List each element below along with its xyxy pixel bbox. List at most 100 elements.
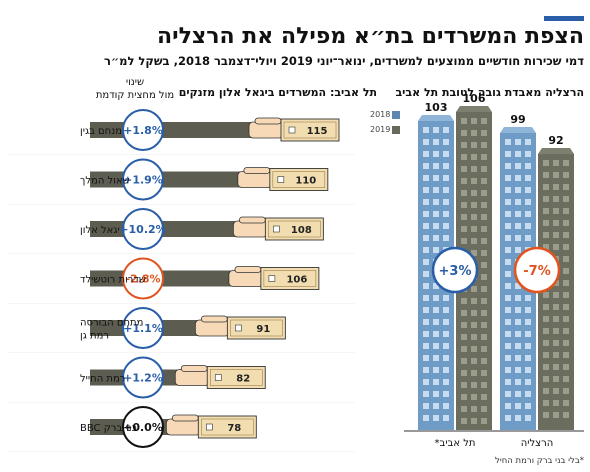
building-window — [505, 259, 511, 265]
building-window — [433, 355, 439, 361]
building-window — [525, 223, 531, 229]
street-value-label: 108 — [291, 225, 312, 236]
building-window — [515, 403, 521, 409]
building-window — [563, 220, 569, 226]
building-window — [433, 307, 439, 313]
building-window — [481, 298, 487, 304]
building-window — [433, 247, 439, 253]
building-window — [505, 295, 511, 301]
building-roof — [456, 106, 492, 112]
building-window — [505, 343, 511, 349]
building-window — [433, 379, 439, 385]
building-window — [461, 370, 467, 376]
building-window — [443, 235, 449, 241]
building-window — [481, 214, 487, 220]
building-window — [505, 283, 511, 289]
building-window — [423, 127, 429, 133]
change-circle — [122, 257, 164, 300]
building-window — [461, 418, 467, 424]
building-window — [515, 223, 521, 229]
building-window — [525, 187, 531, 193]
building-window — [563, 400, 569, 406]
building-window — [423, 331, 429, 337]
building-window — [543, 304, 549, 310]
building-window — [471, 382, 477, 388]
building-window — [515, 295, 521, 301]
legend-swatch-2019 — [392, 126, 400, 134]
building-window — [423, 235, 429, 241]
building-window — [481, 310, 487, 316]
building-window — [563, 172, 569, 178]
building-window — [543, 352, 549, 358]
building-window — [543, 388, 549, 394]
building-window — [481, 154, 487, 160]
building-window — [461, 406, 467, 412]
building-window — [423, 271, 429, 277]
building-window — [515, 163, 521, 169]
building-window — [443, 379, 449, 385]
building-window — [553, 208, 559, 214]
building-window — [481, 322, 487, 328]
building-window — [505, 331, 511, 337]
building-window — [471, 322, 477, 328]
building-window — [471, 250, 477, 256]
building-window — [543, 316, 549, 322]
building-window — [563, 268, 569, 274]
building-window — [553, 352, 559, 358]
building-window — [443, 295, 449, 301]
building-window — [471, 346, 477, 352]
building-window — [471, 334, 477, 340]
building-window — [471, 226, 477, 232]
street-category-label: מתחם הבורסה — [80, 318, 143, 329]
building-window — [515, 283, 521, 289]
building-window — [461, 310, 467, 316]
building-window — [505, 319, 511, 325]
street-row: 110 +1.9%שאול המלך — [8, 158, 355, 205]
building-window — [525, 319, 531, 325]
building-value-label: 92 — [548, 134, 563, 147]
building-window — [525, 403, 531, 409]
building-window — [515, 307, 521, 313]
building-window — [443, 163, 449, 169]
building-window — [461, 130, 467, 136]
building-window — [481, 394, 487, 400]
building-window — [525, 355, 531, 361]
building-window — [481, 418, 487, 424]
building-window — [505, 187, 511, 193]
thumb-shape — [238, 216, 266, 224]
bill-border — [268, 220, 321, 238]
bill-shape — [197, 415, 257, 439]
building-window — [563, 232, 569, 238]
building-window — [553, 184, 559, 190]
building-window — [423, 175, 429, 181]
thumb-shape — [243, 167, 271, 174]
building-window — [563, 340, 569, 346]
building-window — [553, 388, 559, 394]
building-window — [471, 310, 477, 316]
building-window — [553, 364, 559, 370]
street-value-label: 91 — [256, 324, 270, 335]
building-window — [433, 319, 439, 325]
building-roof — [418, 115, 454, 121]
bill-border — [210, 369, 263, 386]
street-category-label: בני ברק BBC — [80, 423, 138, 434]
building-window — [553, 340, 559, 346]
building-window — [525, 199, 531, 205]
building-window — [423, 379, 429, 385]
building-window — [443, 415, 449, 421]
street-row: 106 -2.8%שדרות רוטשילד — [8, 257, 355, 304]
building-window — [515, 355, 521, 361]
building-window — [505, 247, 511, 253]
building-window — [563, 184, 569, 190]
building-window — [515, 151, 521, 157]
building-window — [423, 223, 429, 229]
building-window — [515, 379, 521, 385]
building-window — [525, 307, 531, 313]
building-window — [563, 208, 569, 214]
building-window — [481, 370, 487, 376]
building-window — [433, 235, 439, 241]
building-window — [525, 379, 531, 385]
building-window — [515, 139, 521, 145]
bill-border — [201, 418, 254, 436]
